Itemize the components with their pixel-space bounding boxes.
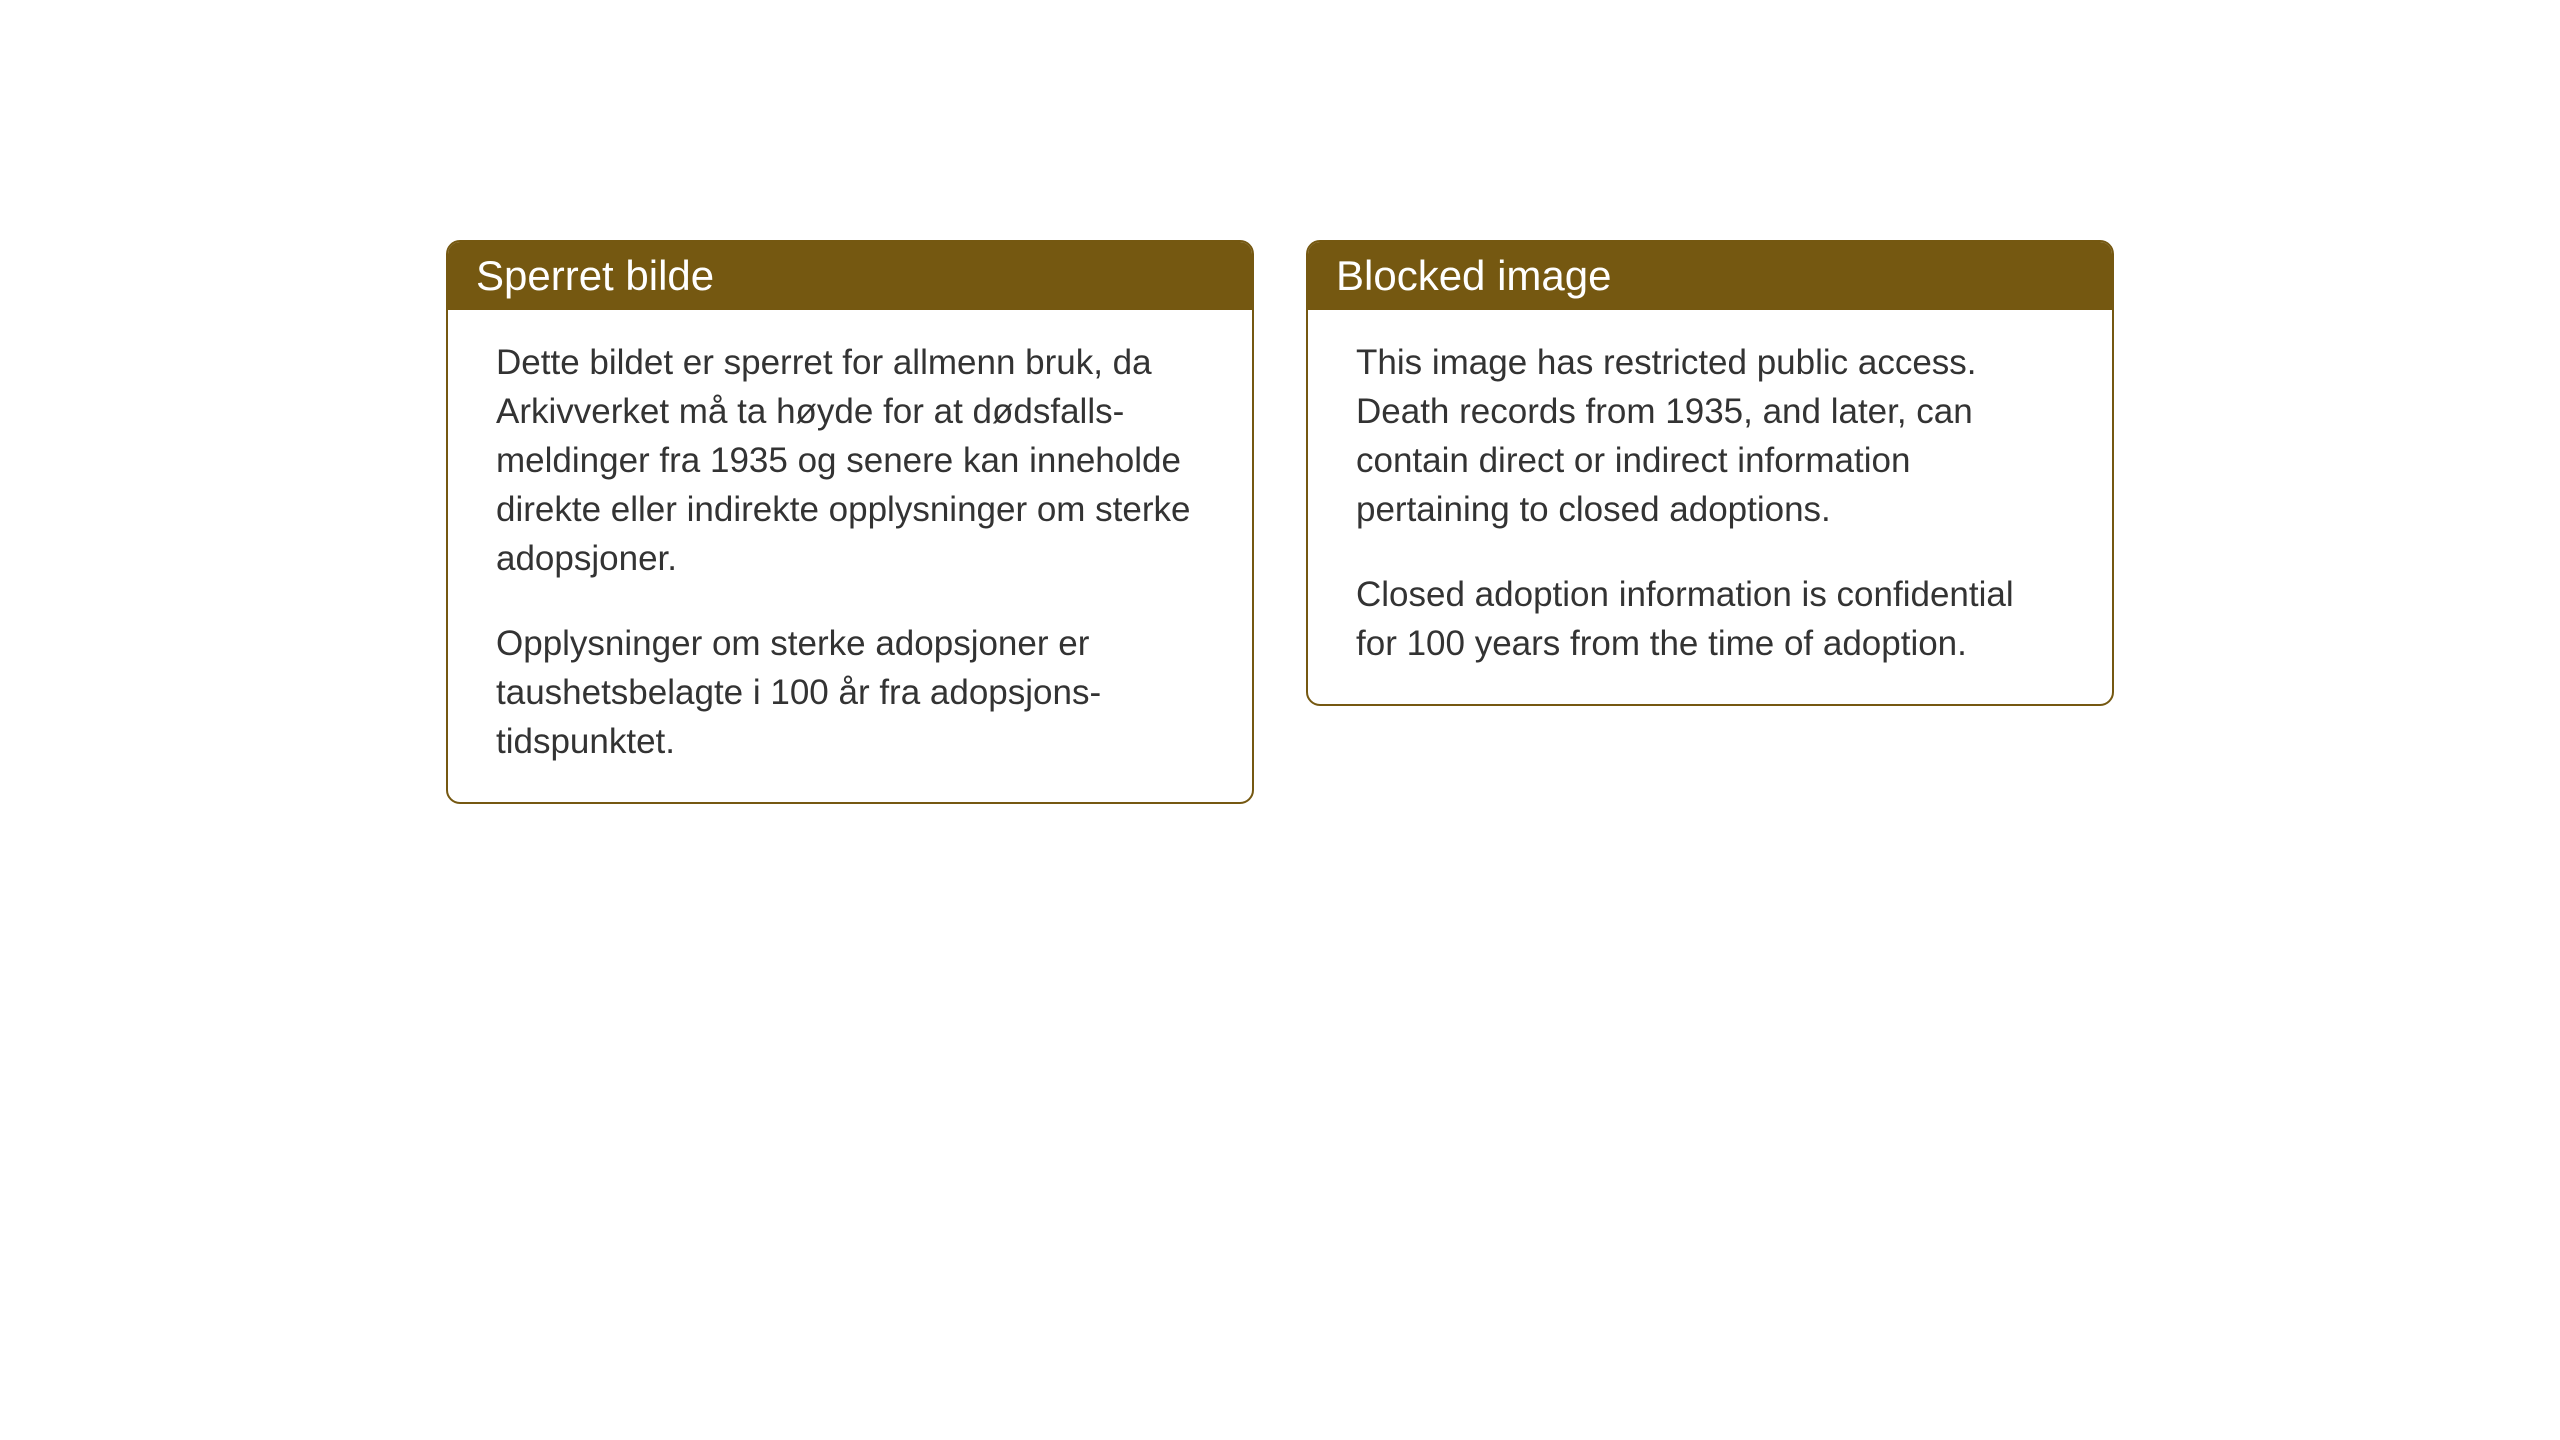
norwegian-paragraph-1: Dette bildet er sperret for allmenn bruk… — [496, 338, 1204, 583]
english-paragraph-1: This image has restricted public access.… — [1356, 338, 2064, 534]
norwegian-card-title: Sperret bilde — [476, 252, 714, 299]
norwegian-card-body: Dette bildet er sperret for allmenn bruk… — [448, 310, 1252, 802]
norwegian-card: Sperret bilde Dette bildet er sperret fo… — [446, 240, 1254, 804]
norwegian-paragraph-2: Opplysninger om sterke adopsjoner er tau… — [496, 619, 1204, 766]
card-container: Sperret bilde Dette bildet er sperret fo… — [0, 0, 2560, 804]
norwegian-card-header: Sperret bilde — [448, 242, 1252, 310]
english-card-body: This image has restricted public access.… — [1308, 310, 2112, 704]
english-paragraph-2: Closed adoption information is confident… — [1356, 570, 2064, 668]
english-card-header: Blocked image — [1308, 242, 2112, 310]
english-card-title: Blocked image — [1336, 252, 1611, 299]
english-card: Blocked image This image has restricted … — [1306, 240, 2114, 706]
